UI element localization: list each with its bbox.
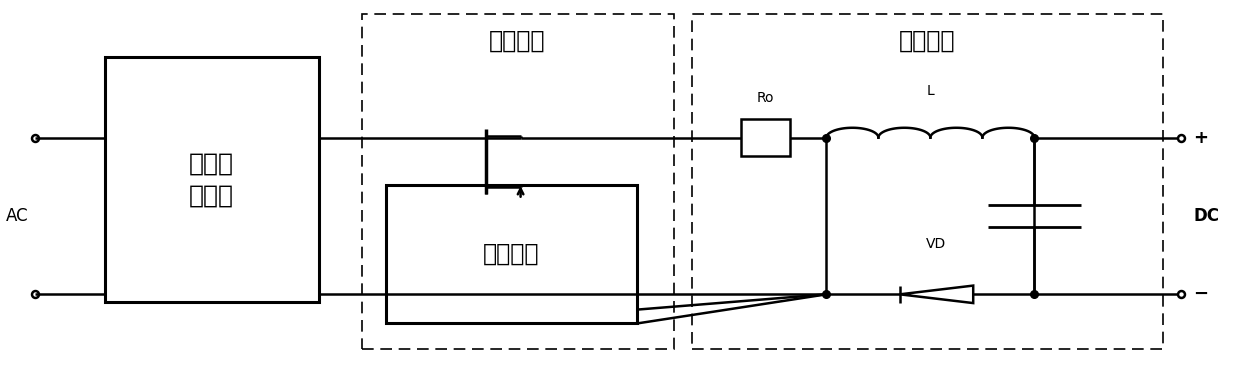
Text: 控制模块: 控制模块	[489, 28, 546, 52]
Text: 整流滤
波模块: 整流滤 波模块	[190, 152, 234, 207]
Bar	[104, 57, 318, 302]
Text: +: +	[1193, 129, 1208, 147]
Bar	[691, 14, 1163, 349]
Bar	[741, 120, 789, 156]
Text: 储能单元: 储能单元	[900, 28, 955, 52]
Text: DC: DC	[1193, 207, 1219, 225]
Text: AC: AC	[6, 207, 28, 225]
Text: −: −	[1193, 285, 1208, 303]
Text: Ro: Ro	[757, 91, 774, 105]
Bar	[387, 185, 637, 323]
Text: L: L	[927, 84, 934, 98]
Text: 比较单元: 比较单元	[483, 242, 540, 266]
Bar	[362, 14, 674, 349]
Text: VD: VD	[927, 236, 947, 250]
